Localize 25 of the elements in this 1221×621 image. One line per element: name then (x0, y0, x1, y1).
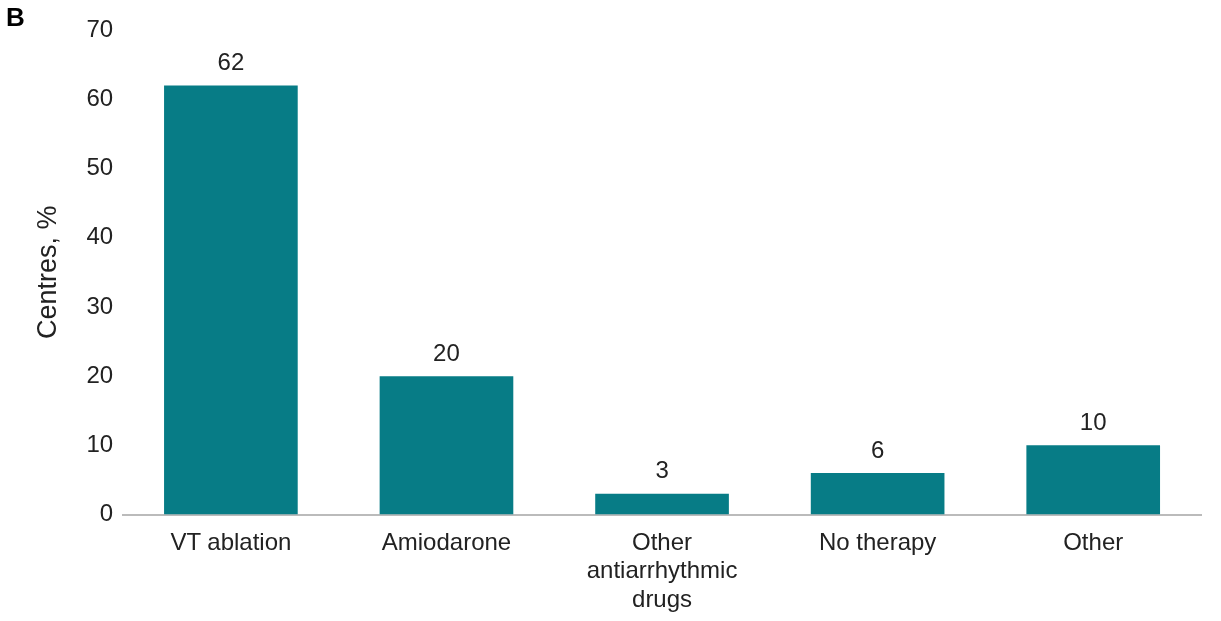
x-tick-label: VT ablation (170, 527, 292, 555)
y-tick-label: 60 (86, 83, 114, 111)
data-label: 62 (217, 48, 245, 76)
bar (810, 473, 945, 515)
data-label: 3 (655, 456, 669, 484)
bar (1026, 445, 1161, 515)
bar (164, 85, 298, 515)
x-tick-label: Other (1063, 527, 1124, 555)
y-tick-label: 0 (99, 499, 114, 527)
y-axis-title: Centres, % (31, 205, 62, 340)
data-label: 20 (433, 338, 460, 366)
bar (379, 376, 514, 515)
y-tick-label: 20 (86, 360, 114, 388)
chart-title: B (6, 2, 25, 33)
y-tick-label: 10 (86, 430, 114, 457)
y-tick-label: 50 (86, 153, 114, 181)
x-tick-label: Amiodarone (381, 527, 512, 555)
y-tick-label: 40 (86, 222, 114, 250)
x-tick-label: No therapy (818, 527, 937, 555)
y-tick-label: 70 (86, 14, 114, 42)
x-tick-label: Other antiarrhythmic drugs (586, 527, 738, 613)
data-label: 10 (1079, 408, 1107, 435)
data-label: 6 (870, 435, 885, 463)
y-tick-label: 30 (86, 291, 114, 319)
bar (595, 493, 729, 515)
